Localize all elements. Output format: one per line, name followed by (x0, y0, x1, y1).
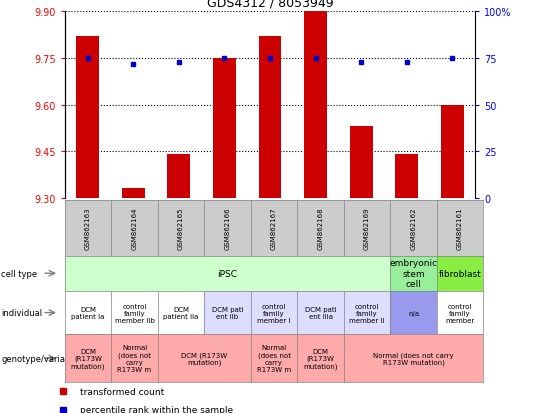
Text: transformed count: transformed count (80, 387, 164, 396)
Text: GSM862165: GSM862165 (178, 207, 184, 249)
Bar (122, 189, 145, 198)
Bar (213, 59, 236, 198)
Text: n/a: n/a (408, 310, 419, 316)
Text: GSM862166: GSM862166 (225, 207, 231, 249)
Text: GSM862167: GSM862167 (271, 207, 277, 249)
Text: fibroblast: fibroblast (438, 269, 482, 278)
Text: GSM862164: GSM862164 (132, 207, 138, 249)
Text: control
family
member II: control family member II (349, 303, 385, 323)
Text: percentile rank within the sample: percentile rank within the sample (80, 406, 233, 413)
Bar (350, 127, 373, 198)
Text: iPSC: iPSC (218, 269, 238, 278)
Bar (167, 155, 190, 198)
Text: DCM (R173W
mutation): DCM (R173W mutation) (181, 351, 227, 365)
Bar (441, 105, 464, 198)
Text: DCM
patient IIa: DCM patient IIa (164, 306, 199, 319)
Bar (259, 37, 281, 198)
Text: DCM pati
ent IIIa: DCM pati ent IIIa (305, 306, 336, 319)
Text: cell type: cell type (1, 269, 37, 278)
Text: control
family
member: control family member (446, 303, 475, 323)
Text: control
family
member IIb: control family member IIb (114, 303, 154, 323)
Text: DCM
(R173W
mutation): DCM (R173W mutation) (71, 348, 105, 369)
Text: GSM862161: GSM862161 (457, 207, 463, 249)
Text: genotype/variation: genotype/variation (1, 354, 82, 363)
Text: GSM862168: GSM862168 (318, 207, 323, 249)
Text: Normal (does not carry
R173W mutation): Normal (does not carry R173W mutation) (373, 351, 454, 365)
Text: Normal
(does not
carry
R173W m: Normal (does not carry R173W m (118, 344, 152, 372)
Title: GDS4312 / 8053949: GDS4312 / 8053949 (207, 0, 333, 10)
Bar (76, 37, 99, 198)
Text: GSM862163: GSM862163 (85, 207, 91, 249)
Text: embryonic
stem
cell: embryonic stem cell (389, 259, 437, 288)
Text: control
family
member I: control family member I (257, 303, 291, 323)
Bar (395, 155, 418, 198)
Text: individual: individual (1, 309, 42, 317)
Text: DCM
patient Ia: DCM patient Ia (71, 306, 105, 319)
Text: GSM862162: GSM862162 (410, 207, 416, 249)
Bar (304, 12, 327, 198)
Text: DCM
(R173W
mutation): DCM (R173W mutation) (303, 348, 338, 369)
Text: GSM862169: GSM862169 (364, 207, 370, 249)
Text: Normal
(does not
carry
R173W m: Normal (does not carry R173W m (257, 344, 291, 372)
Text: DCM pati
ent IIb: DCM pati ent IIb (212, 306, 244, 319)
